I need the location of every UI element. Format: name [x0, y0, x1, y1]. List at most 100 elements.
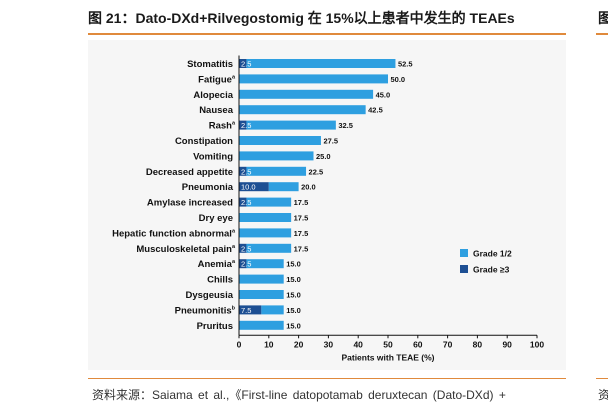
- adjacent-title-fragment: 图: [598, 10, 608, 26]
- legend-label: Grade ≥3: [473, 265, 510, 275]
- bar-segment-grade12: [239, 320, 284, 330]
- total-value-label: 32.5: [338, 121, 353, 130]
- category-label: Dysgeusia: [185, 290, 233, 301]
- total-value-label: 42.5: [368, 106, 383, 115]
- x-tick-label: 10: [264, 339, 274, 349]
- bar-segment-grade12: [268, 182, 299, 192]
- bar-segment-grade3: [239, 182, 269, 192]
- adjacent-source-rule: [596, 378, 608, 379]
- bar-segment-grade12: [239, 74, 388, 84]
- total-value-label: 52.5: [398, 60, 413, 69]
- bar-segment-grade12: [239, 136, 321, 145]
- category-label: Hepatic function abnormala: [112, 228, 236, 239]
- bar-segment-grade12: [246, 243, 292, 253]
- chart-panel: Stomatitis 2.5 52.5 Fatiguea 50.0 Alopecia 45.…: [88, 40, 566, 370]
- total-value-label: 25.0: [316, 152, 331, 161]
- teae-bar-chart: Stomatitis 2.5 52.5 Fatiguea 50.0 Alopecia 45.…: [112, 55, 544, 362]
- bar-segment-grade12: [246, 259, 284, 269]
- category-footnote-mark: a: [232, 121, 236, 127]
- category-footnote-mark: a: [232, 244, 236, 250]
- bar-segment-grade12: [239, 290, 284, 299]
- bar-segment-grade12: [239, 89, 374, 99]
- x-tick-label: 70: [443, 339, 453, 349]
- bar-segment-grade12: [239, 228, 292, 238]
- total-value-label: 27.5: [323, 137, 338, 146]
- bar-segment-grade12: [239, 105, 366, 115]
- category-label: Anemiaa: [198, 259, 236, 270]
- total-value-label: 15.0: [286, 275, 301, 284]
- category-label: Nausea: [199, 105, 234, 116]
- category-label: Chills: [207, 275, 233, 286]
- category-label: Pruritus: [197, 321, 233, 332]
- x-tick-label: 30: [324, 339, 334, 349]
- figure-title: 图 21：Dato-DXd+Rilvegostomig 在 15%以上患者中发生…: [88, 10, 515, 26]
- category-label: Dry eye: [199, 213, 233, 224]
- bar-segment-grade3: [239, 120, 247, 130]
- category-label: Amylase increased: [147, 198, 233, 209]
- category-footnote-mark: b: [232, 305, 236, 311]
- category-label: Decreased appetite: [146, 167, 233, 178]
- bar-segment-grade3: [239, 259, 247, 269]
- grade3-value-label: 2.5: [241, 260, 251, 269]
- total-value-label: 17.5: [294, 244, 309, 253]
- total-value-label: 45.0: [376, 90, 391, 99]
- category-label: Vomiting: [193, 151, 233, 162]
- total-value-label: 50.0: [391, 75, 406, 84]
- total-value-label: 17.5: [294, 198, 309, 207]
- bar-segment-grade3: [239, 305, 262, 315]
- category-label: Pneumonitisb: [175, 305, 236, 316]
- adjacent-source-fragment: 资: [598, 388, 608, 402]
- x-tick-label: 50: [383, 339, 393, 349]
- bar-segment-grade3: [239, 243, 247, 253]
- bar-segment-grade12: [246, 166, 307, 176]
- source-note: 资料来源：Saiama et al.,《First-line datopotam…: [92, 388, 506, 402]
- total-value-label: 15.0: [286, 306, 301, 315]
- total-value-label: 15.0: [286, 321, 301, 330]
- bar-segment-grade12: [239, 274, 284, 284]
- legend-label: Grade 1/2: [473, 249, 512, 259]
- category-footnote-mark: a: [232, 74, 236, 80]
- x-tick-label: 20: [294, 339, 304, 349]
- legend-swatch: [460, 249, 468, 257]
- grade3-value-label: 7.5: [241, 306, 251, 315]
- title-rule: [88, 33, 566, 35]
- x-tick-label: 100: [530, 339, 544, 349]
- x-tick-label: 40: [353, 339, 363, 349]
- legend-swatch: [460, 265, 468, 273]
- total-value-label: 15.0: [286, 291, 301, 300]
- x-tick-label: 0: [237, 339, 242, 349]
- bar-segment-grade12: [239, 151, 314, 161]
- total-value-label: 15.0: [286, 260, 301, 269]
- category-label: Musculoskeletal paina: [136, 244, 236, 255]
- category-label: Rasha: [209, 121, 236, 132]
- total-value-label: 22.5: [309, 167, 324, 176]
- grade3-value-label: 2.5: [241, 60, 251, 69]
- category-label: Stomatitis: [187, 59, 233, 70]
- category-label: Alopecia: [193, 90, 233, 101]
- x-tick-label: 60: [413, 339, 423, 349]
- grade3-value-label: 2.5: [241, 121, 251, 130]
- category-footnote-mark: a: [232, 259, 236, 265]
- adjacent-title-rule: [596, 33, 608, 35]
- total-value-label: 20.0: [301, 183, 316, 192]
- bar-segment-grade12: [261, 305, 284, 315]
- x-tick-label: 90: [502, 339, 512, 349]
- category-label: Constipation: [175, 136, 233, 147]
- total-value-label: 17.5: [294, 229, 309, 238]
- bar-segment-grade12: [239, 213, 292, 222]
- x-axis-title: Patients with TEAE (%): [341, 352, 434, 362]
- category-label: Fatiguea: [198, 74, 236, 85]
- bar-segment-grade12: [246, 59, 396, 68]
- category-label: Pneumonia: [182, 182, 234, 193]
- x-tick-label: 80: [473, 339, 483, 349]
- category-footnote-mark: a: [232, 228, 236, 234]
- source-rule: [88, 378, 566, 379]
- bar-segment-grade3: [239, 59, 247, 68]
- grade3-value-label: 2.5: [241, 167, 251, 176]
- grade3-value-label: 2.5: [241, 244, 251, 253]
- total-value-label: 17.5: [294, 214, 309, 223]
- bar-segment-grade12: [246, 120, 336, 130]
- grade3-value-label: 10.0: [241, 183, 256, 192]
- bar-segment-grade3: [239, 197, 247, 207]
- grade3-value-label: 2.5: [241, 198, 251, 207]
